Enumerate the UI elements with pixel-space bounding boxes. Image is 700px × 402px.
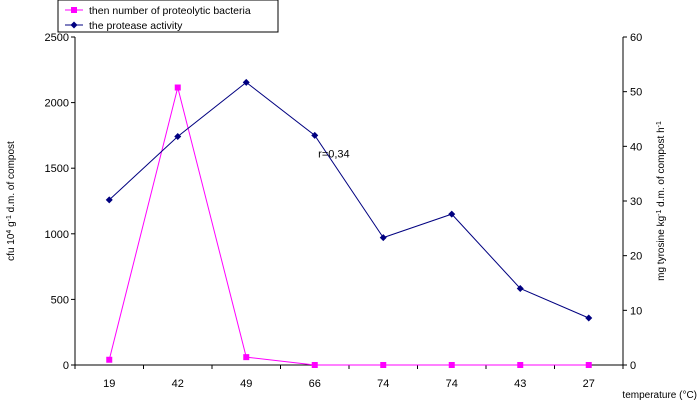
protease-point [585, 314, 593, 322]
protease-point [311, 131, 319, 139]
series-line-1 [108, 87, 589, 366]
right-tick-label: 40 [630, 141, 642, 153]
plot-area: 0 500 1000 1500 2000 2500 0 10 20 30 40 50 60 19 42 49 6… [45, 32, 643, 390]
right-tick-label: 30 [630, 196, 642, 208]
left-tick-label: 1000 [45, 229, 69, 241]
bacteria-point [174, 84, 181, 91]
x-tick-label: 43 [514, 378, 526, 390]
left-tick-label: 0 [63, 360, 69, 372]
right-tick-label: 10 [630, 305, 642, 317]
protease-point [242, 78, 250, 86]
legend-box [57, 0, 279, 33]
bacteria-point [243, 354, 250, 361]
series-line-2 [108, 81, 589, 319]
right-tick-label: 60 [630, 32, 642, 44]
protease-point [516, 284, 524, 292]
bacteria-point [380, 362, 387, 368]
protease-point [379, 234, 387, 242]
x-tick-label: 42 [172, 378, 184, 390]
correlation-annotation: r=0,34 [318, 148, 350, 160]
bacteria-point [585, 362, 592, 368]
protease-point [448, 210, 456, 218]
legend-marker-square [71, 7, 77, 13]
x-tick-label: 27 [583, 378, 595, 390]
legend-marker-diamond [70, 21, 78, 29]
x-tick-label: 74 [446, 378, 458, 390]
x-tick-label: 74 [377, 378, 389, 390]
legend: then number of proteolytic bacteria the p… [57, 0, 279, 33]
protease-point [105, 196, 113, 204]
x-tick-label: 66 [309, 378, 321, 390]
bacteria-point [311, 362, 318, 368]
x-tick-label: 49 [240, 378, 252, 390]
left-tick-label: 2000 [45, 98, 69, 110]
left-tick-label: 1500 [45, 163, 69, 175]
bacteria-point [106, 356, 113, 363]
left-tick-label: 2500 [45, 32, 69, 44]
left-tick-label: 500 [51, 294, 69, 306]
bacteria-point [517, 362, 524, 368]
x-tick-label: 19 [103, 378, 115, 390]
x-axis-title: temperature (°C) [622, 390, 697, 401]
right-tick-label: 50 [630, 87, 642, 99]
left-axis-title: cfu 104 g-1 d.m. of compost [6, 141, 18, 261]
right-tick-label: 20 [630, 251, 642, 263]
right-axis-title: mg tyrosine kg-1 d.m. of compost h-1 [656, 121, 668, 281]
bacteria-point [448, 362, 455, 368]
right-tick-label: 0 [630, 360, 636, 372]
protease-point [174, 132, 182, 140]
legend-label: the protease activity [89, 20, 183, 32]
legend-label: then number of proteolytic bacteria [89, 5, 251, 17]
